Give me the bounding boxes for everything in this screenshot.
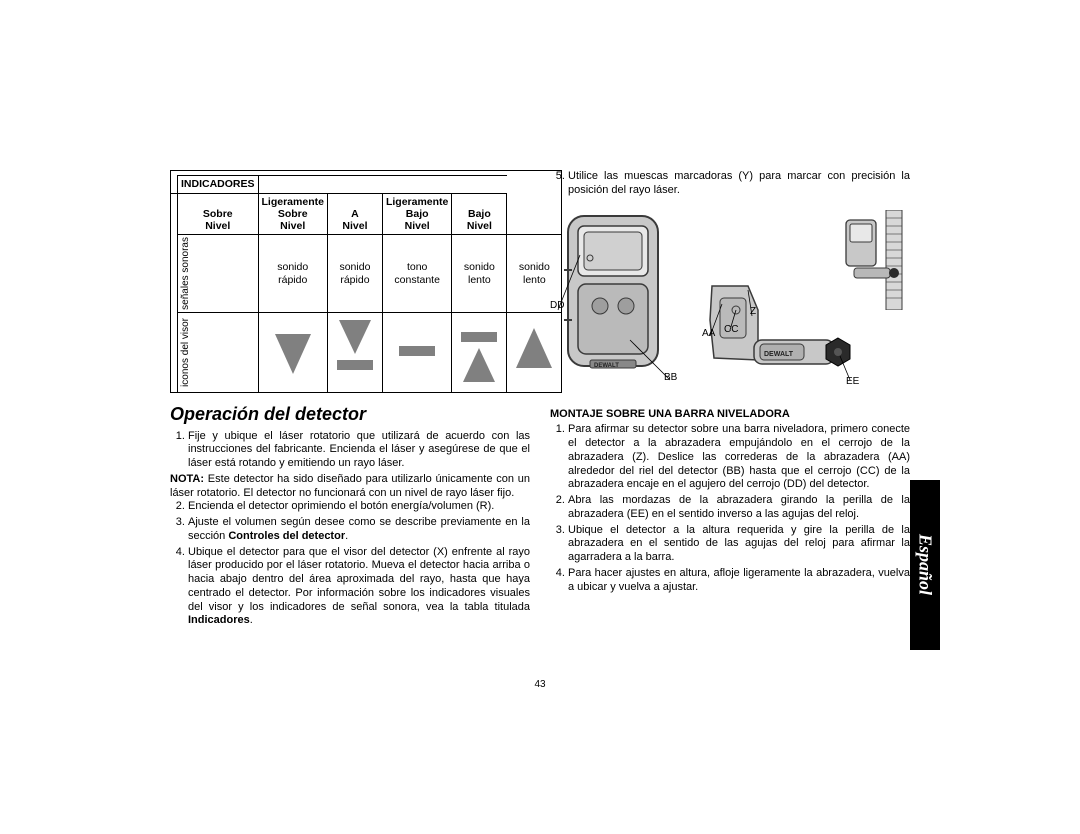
list-item: Fije y ubique el láser rotatorio que uti… [188, 430, 530, 471]
mount-instruction-list: Para afirmar su detector sobre una barra… [550, 423, 910, 594]
label-bb: BB [664, 372, 677, 385]
list-item: Ubique el detector para que el visor del… [188, 546, 530, 629]
icons-row: iconos del visor [171, 313, 562, 393]
list-item: Para afirmar su detector sobre una barra… [568, 423, 910, 492]
left-instruction-list: Fije y ubique el láser rotatorio que uti… [170, 430, 530, 471]
indicators-table: INDICADORES SobreNivel LigeramenteSobreN… [170, 170, 562, 393]
list-item: Ubique el detector a la altura requerida… [568, 524, 910, 565]
table-header-row: SobreNivel LigeramenteSobreNivel ANivel … [171, 194, 562, 235]
grade-rod-icon [840, 210, 910, 310]
icon-slightly-below [452, 313, 507, 393]
icon-level [382, 313, 451, 393]
nota-paragraph: NOTA: Este detector ha sido diseñado par… [170, 473, 530, 501]
detector-mount-illustration: DEWALT DD BB DEWALT [550, 200, 910, 400]
icon-above [258, 313, 327, 393]
label-aa: AA [702, 328, 715, 341]
language-tab: Español [910, 480, 940, 650]
label-ee: EE [846, 376, 859, 389]
right-instruction-top: Utilice las muescas marcadoras (Y) para … [550, 170, 910, 198]
list-item: Encienda el detector oprimiendo el botón… [188, 500, 530, 514]
list-item: Ajuste el volumen según desee como se de… [188, 516, 530, 544]
list-item: Abra las mordazas de la abrazadera giran… [568, 494, 910, 522]
list-item: Utilice las muescas marcadoras (Y) para … [568, 170, 910, 198]
section-heading: Operación del detector [170, 403, 530, 426]
list-item: Para hacer ajustes en altura, afloje lig… [568, 567, 910, 595]
icon-slightly-above [327, 313, 382, 393]
label-z: Z [750, 306, 756, 319]
sounds-row: señales sonoras sonidorápido sonidorápid… [171, 235, 562, 313]
page-number: 43 [534, 679, 545, 690]
table-title: INDICADORES [178, 176, 259, 194]
label-cc: CC [724, 324, 738, 337]
label-dd: DD [550, 300, 564, 313]
left-instruction-list-2: Encienda el detector oprimiendo el botón… [170, 500, 530, 628]
